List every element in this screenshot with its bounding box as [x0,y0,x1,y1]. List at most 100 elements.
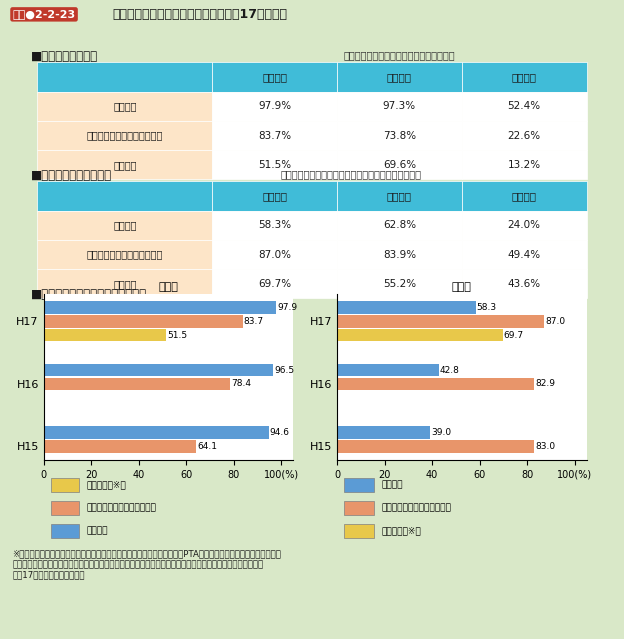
FancyBboxPatch shape [212,211,337,240]
Text: 97.9%: 97.9% [258,101,291,111]
FancyBboxPatch shape [212,269,337,298]
Text: 43.6%: 43.6% [507,279,541,289]
FancyBboxPatch shape [462,63,587,91]
Text: 外部評価: 外部評価 [113,160,137,170]
Bar [44,426,268,439]
Text: 83.7%: 83.7% [258,130,291,141]
Text: 97.9: 97.9 [278,303,298,312]
Bar [337,302,475,314]
FancyBboxPatch shape [337,269,462,298]
Title: 公表率: 公表率 [452,282,472,292]
FancyBboxPatch shape [212,181,337,211]
Text: 自己評価: 自己評価 [382,481,403,489]
Text: 図表●2-2-23: 図表●2-2-23 [12,10,76,19]
Text: 62.8%: 62.8% [383,220,416,230]
Text: ■学校評価結果の公表率: ■学校評価結果の公表率 [31,169,112,182]
Text: ■公立学校　実施率・公表率の推移: ■公立学校 実施率・公表率の推移 [31,288,147,301]
Text: 58.3: 58.3 [477,303,497,312]
Text: ※外部評価：アンケートや懇談会での意見聴取のみならず，学校評議員，PTA役員（保護者），地域住民，有識者
等の外部評価者によって構成される評価委員会等が行う評価: ※外部評価：アンケートや懇談会での意見聴取のみならず，学校評議員，PTA役員（保… [12,550,281,580]
Text: 39.0: 39.0 [431,428,451,437]
Text: 96.5: 96.5 [275,366,295,374]
FancyBboxPatch shape [37,91,212,121]
Text: 51.5%: 51.5% [258,160,291,170]
Title: 実施率: 実施率 [158,282,178,292]
Text: 外部評価: 外部評価 [113,279,137,289]
FancyBboxPatch shape [337,63,462,91]
Bar [44,364,273,376]
Text: 自己評価: 自己評価 [113,220,137,230]
FancyBboxPatch shape [37,150,212,180]
FancyBboxPatch shape [37,211,212,240]
FancyBboxPatch shape [37,63,212,91]
FancyBboxPatch shape [212,63,337,91]
Text: 13.2%: 13.2% [507,160,541,170]
FancyBboxPatch shape [462,91,587,121]
Text: 69.7: 69.7 [504,330,524,340]
Bar [337,364,439,376]
Text: 全学校のうち，評価を実施した学校の割合: 全学校のうち，評価を実施した学校の割合 [343,50,455,60]
Text: 73.8%: 73.8% [383,130,416,141]
FancyBboxPatch shape [337,150,462,180]
FancyBboxPatch shape [337,240,462,269]
Text: 国立学校: 国立学校 [387,191,412,201]
FancyBboxPatch shape [337,121,462,150]
Text: 52.4%: 52.4% [507,101,541,111]
FancyBboxPatch shape [212,91,337,121]
FancyBboxPatch shape [212,240,337,269]
FancyBboxPatch shape [462,181,587,211]
Text: 外部評価（※）: 外部評価（※） [86,481,126,489]
Text: 私立学校: 私立学校 [512,191,537,201]
Bar [337,315,544,328]
Text: 83.9%: 83.9% [383,250,416,259]
Text: 国立学校: 国立学校 [387,72,412,82]
Text: 自己評価: 自己評価 [86,527,108,535]
FancyBboxPatch shape [51,478,79,492]
Text: 97.3%: 97.3% [383,101,416,111]
FancyBboxPatch shape [337,181,462,211]
Text: ■学校評価の実施率: ■学校評価の実施率 [31,50,99,63]
FancyBboxPatch shape [51,524,79,538]
Text: 83.0: 83.0 [535,442,555,451]
Bar [44,315,243,328]
FancyBboxPatch shape [337,91,462,121]
FancyBboxPatch shape [212,121,337,150]
Text: 55.2%: 55.2% [383,279,416,289]
FancyBboxPatch shape [462,240,587,269]
Text: 69.7%: 69.7% [258,279,291,289]
Text: 69.6%: 69.6% [383,160,416,170]
Bar [337,329,503,341]
Text: 78.4: 78.4 [232,380,251,389]
Text: 外部評価・外部アンケート等: 外部評価・外部アンケート等 [87,130,163,141]
Text: 外部評価（※）: 外部評価（※） [382,527,422,535]
FancyBboxPatch shape [51,501,79,515]
FancyBboxPatch shape [344,524,374,538]
Text: 87.0: 87.0 [545,317,565,326]
FancyBboxPatch shape [344,478,374,492]
Text: 評価を実施した学校の内，結果を公表した学校の割合: 評価を実施した学校の内，結果を公表した学校の割合 [281,169,422,179]
Text: 87.0%: 87.0% [258,250,291,259]
FancyBboxPatch shape [212,150,337,180]
Bar [44,440,196,452]
FancyBboxPatch shape [337,211,462,240]
Bar [337,378,534,390]
Text: 学校評価の実施とその公表状況（平成17年度間）: 学校評価の実施とその公表状況（平成17年度間） [112,8,287,21]
Text: 82.9: 82.9 [535,380,555,389]
Bar [44,329,166,341]
Text: 公立学校: 公立学校 [262,72,287,82]
Text: 22.6%: 22.6% [507,130,541,141]
Bar [44,302,276,314]
FancyBboxPatch shape [462,211,587,240]
Text: 外部評価・外部アンケート等: 外部評価・外部アンケート等 [382,504,452,512]
Text: 58.3%: 58.3% [258,220,291,230]
Text: 49.4%: 49.4% [507,250,541,259]
Bar [337,440,534,452]
FancyBboxPatch shape [462,150,587,180]
FancyBboxPatch shape [37,181,212,211]
FancyBboxPatch shape [37,121,212,150]
Text: 外部評価・外部アンケート等: 外部評価・外部アンケート等 [86,504,156,512]
Text: 51.5: 51.5 [167,330,187,340]
FancyBboxPatch shape [37,269,212,298]
Text: 42.8: 42.8 [440,366,460,374]
Text: 外部評価・外部アンケート等: 外部評価・外部アンケート等 [87,250,163,259]
FancyBboxPatch shape [462,269,587,298]
